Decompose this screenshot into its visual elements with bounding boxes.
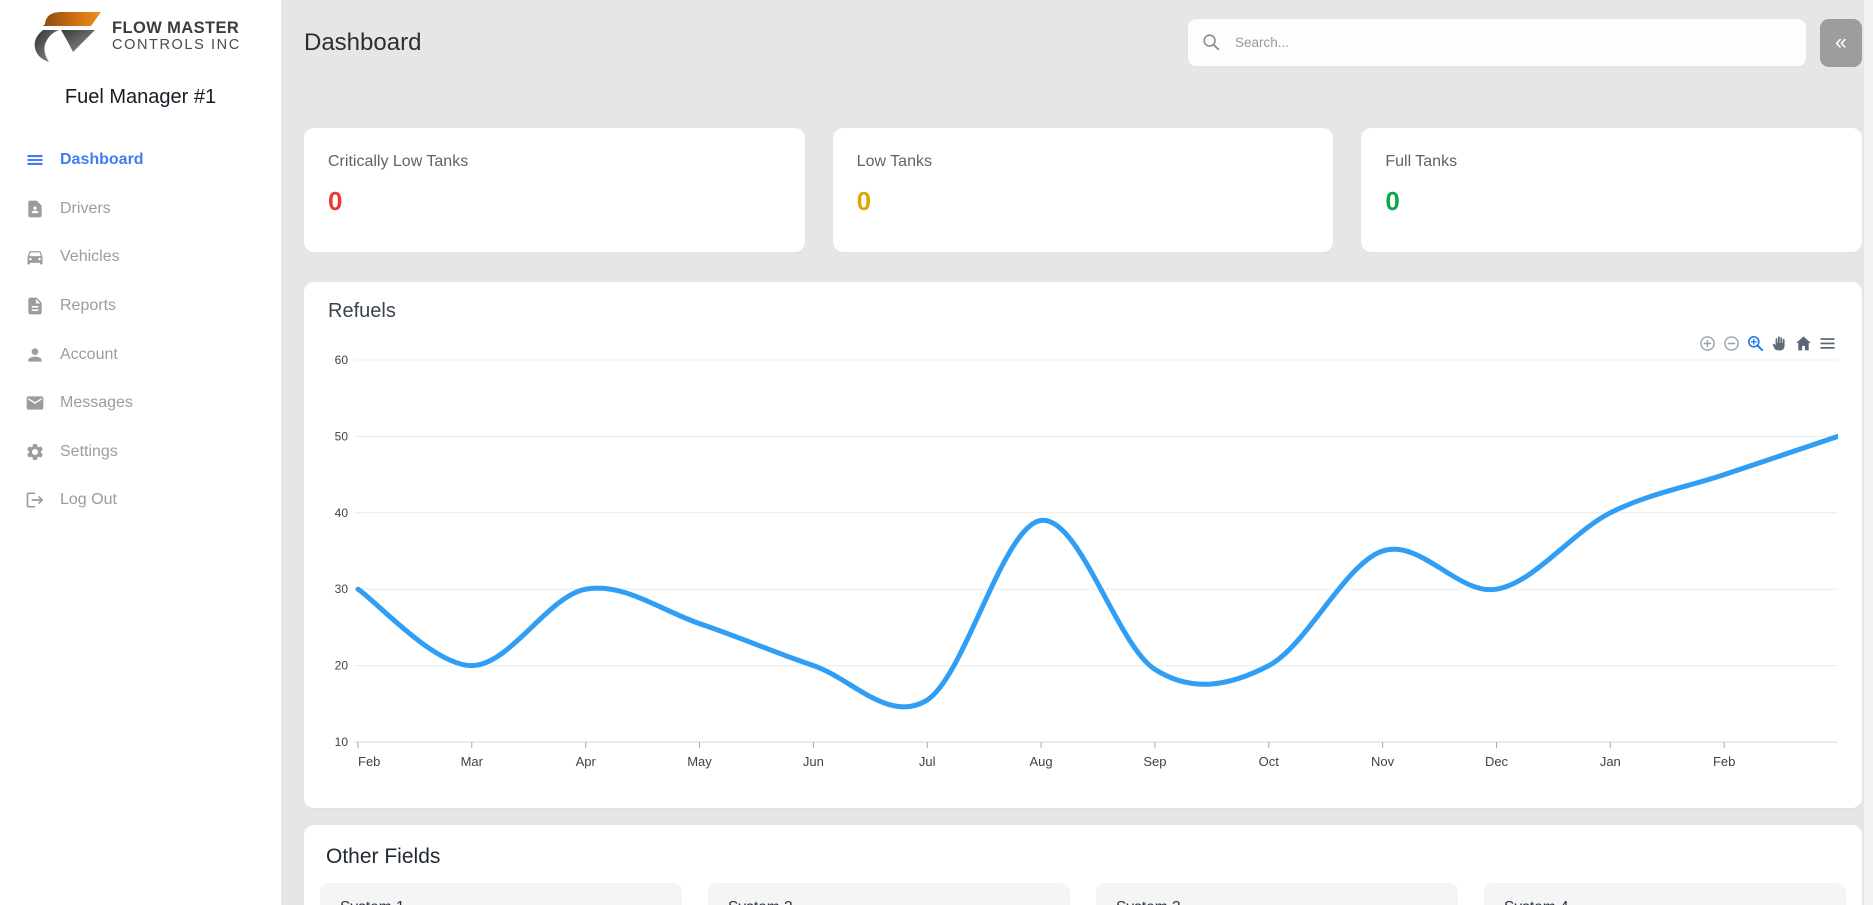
- sidebar-item-label: Vehicles: [60, 248, 120, 266]
- stat-card-critically-low-tanks: Critically Low Tanks 0: [304, 128, 805, 252]
- gear-icon: [25, 442, 45, 462]
- search-input[interactable]: [1233, 34, 1792, 51]
- document-icon: [25, 296, 45, 316]
- envelope-icon: [25, 393, 45, 413]
- company-name-line2: CONTROLS INC: [112, 37, 241, 54]
- system-card-label: System 3: [1116, 899, 1438, 905]
- driver-card-icon: [25, 199, 45, 219]
- system-card-label: System 1: [340, 899, 662, 905]
- search-box: [1187, 18, 1807, 67]
- page-title: Dashboard: [304, 28, 422, 56]
- svg-text:Jul: Jul: [919, 754, 936, 769]
- svg-text:10: 10: [335, 735, 349, 749]
- svg-text:Feb: Feb: [358, 754, 380, 769]
- system-card-label: System 4: [1504, 899, 1826, 905]
- chart-title: Refuels: [328, 300, 396, 322]
- svg-text:Jun: Jun: [803, 754, 824, 769]
- zoom-out-icon[interactable]: [1723, 335, 1740, 352]
- menu-icon: [25, 150, 45, 170]
- zoom-in-icon[interactable]: [1699, 335, 1716, 352]
- sidebar-item-label: Dashboard: [60, 151, 144, 169]
- sidebar-item-label: Messages: [60, 394, 133, 412]
- svg-text:May: May: [687, 754, 712, 769]
- sidebar-item-label: Drivers: [60, 199, 111, 217]
- sidebar-item-vehicles[interactable]: Vehicles: [0, 233, 281, 282]
- sidebar-item-messages[interactable]: Messages: [0, 379, 281, 428]
- system-card-2: System 2: [708, 883, 1070, 905]
- flow-master-logo-icon: [34, 12, 101, 62]
- svg-text:Feb: Feb: [1713, 754, 1735, 769]
- sidebar: FLOW MASTER CONTROLS INC Fuel Manager #1…: [0, 0, 281, 905]
- sidebar-item-dashboard[interactable]: Dashboard: [0, 136, 281, 185]
- svg-text:Aug: Aug: [1030, 754, 1053, 769]
- pan-icon[interactable]: [1771, 335, 1788, 352]
- svg-text:30: 30: [335, 582, 349, 596]
- svg-text:Nov: Nov: [1371, 754, 1395, 769]
- system-card-label: System 2: [728, 899, 1050, 905]
- svg-text:Oct: Oct: [1259, 754, 1280, 769]
- logout-icon: [25, 490, 45, 510]
- car-icon: [25, 247, 45, 267]
- stat-value: 0: [856, 186, 872, 216]
- stats-row: Critically Low Tanks 0 Low Tanks 0 Full …: [304, 128, 1863, 252]
- sidebar-item-label: Reports: [60, 297, 117, 315]
- sidebar-item-drivers[interactable]: Drivers: [0, 185, 281, 234]
- refuels-line-chart[interactable]: 10 20 30 40 50 60 Feb Mar Apr May Jun Jul Aug Sep Oct N…: [328, 342, 1838, 782]
- stat-card-low-tanks: Low Tanks 0: [832, 128, 1334, 252]
- vertical-scrollbar[interactable]: [1864, 0, 1873, 905]
- collapse-sidebar-button[interactable]: «: [1820, 18, 1862, 67]
- sidebar-item-label: Log Out: [60, 491, 117, 509]
- double-chevron-left-icon: «: [1835, 30, 1847, 54]
- stat-label: Critically Low Tanks: [328, 153, 469, 170]
- zoom-select-icon[interactable]: [1747, 335, 1764, 352]
- stat-value: 0: [1385, 186, 1400, 216]
- sidebar-item-label: Settings: [60, 442, 118, 460]
- main-content: Dashboard « Critically Low Tanks 0 Low T…: [281, 0, 1873, 905]
- menu-icon[interactable]: [1819, 335, 1836, 352]
- refuels-chart-card: Refuels: [304, 282, 1862, 808]
- other-fields-grid: System 1 System 2 System 3 System 4: [320, 883, 1846, 905]
- company-name: FLOW MASTER CONTROLS INC: [112, 19, 241, 54]
- sidebar-item-account[interactable]: Account: [0, 330, 281, 379]
- sidebar-item-logout[interactable]: Log Out: [0, 476, 281, 525]
- top-bar: Dashboard «: [304, 18, 1862, 67]
- svg-text:20: 20: [335, 659, 349, 673]
- stat-label: Low Tanks: [856, 153, 932, 170]
- svg-text:Apr: Apr: [576, 754, 597, 769]
- system-card-3: System 3: [1096, 883, 1458, 905]
- svg-text:Dec: Dec: [1485, 754, 1509, 769]
- home-icon[interactable]: [1795, 335, 1812, 352]
- search-icon: [1203, 34, 1220, 51]
- svg-text:Jan: Jan: [1600, 754, 1621, 769]
- stat-label: Full Tanks: [1385, 153, 1458, 170]
- stat-card-full-tanks: Full Tanks 0: [1361, 128, 1863, 252]
- stat-value: 0: [328, 186, 343, 216]
- svg-text:50: 50: [335, 429, 349, 443]
- system-card-1: System 1: [320, 883, 682, 905]
- company-name-line1: FLOW MASTER: [112, 18, 240, 37]
- svg-text:40: 40: [335, 506, 349, 520]
- svg-text:Mar: Mar: [461, 754, 484, 769]
- app-title: Fuel Manager #1: [64, 86, 217, 108]
- sidebar-item-reports[interactable]: Reports: [0, 282, 281, 331]
- sidebar-nav: Dashboard Drivers Vehicles Reports: [0, 136, 281, 525]
- other-fields-card: Other Fields System 1 System 2 System 3 …: [304, 825, 1862, 905]
- sidebar-item-label: Account: [60, 345, 118, 363]
- svg-text:Sep: Sep: [1143, 754, 1166, 769]
- chart-toolbar: [1699, 335, 1836, 352]
- svg-text:60: 60: [335, 353, 349, 367]
- company-logo: FLOW MASTER CONTROLS INC: [0, 0, 281, 64]
- sidebar-item-settings[interactable]: Settings: [0, 428, 281, 477]
- person-icon: [25, 345, 45, 365]
- other-fields-title: Other Fields: [326, 845, 441, 868]
- system-card-4: System 4: [1484, 883, 1846, 905]
